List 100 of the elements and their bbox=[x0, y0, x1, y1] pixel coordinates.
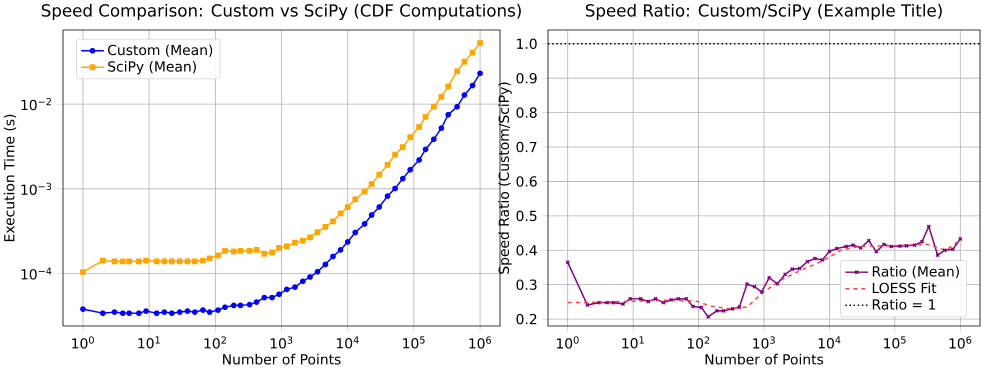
point bbox=[407, 166, 414, 173]
point bbox=[744, 282, 750, 286]
point bbox=[176, 258, 183, 264]
x-tick-label: 10$^{5}$ bbox=[884, 336, 906, 349]
point bbox=[470, 50, 476, 56]
x-tick-label: 10$^{6}$ bbox=[950, 336, 972, 349]
point bbox=[215, 307, 221, 313]
point bbox=[184, 258, 190, 264]
point bbox=[376, 204, 382, 210]
point bbox=[438, 94, 444, 100]
point bbox=[314, 268, 320, 275]
point bbox=[222, 304, 228, 310]
chart-title: Speed Comparison: Custom vs SciPy (CDF Computations) bbox=[42, 4, 521, 20]
point bbox=[330, 254, 336, 260]
point bbox=[168, 258, 175, 264]
point bbox=[206, 309, 212, 315]
x-tick-label: 10$^{1}$ bbox=[622, 336, 644, 349]
point bbox=[384, 162, 390, 168]
point bbox=[154, 310, 160, 316]
y-tick-label: 0.7 bbox=[516, 142, 536, 152]
point bbox=[322, 224, 328, 230]
point bbox=[200, 258, 206, 264]
point bbox=[276, 291, 282, 298]
point bbox=[254, 247, 260, 253]
point bbox=[430, 136, 437, 142]
point bbox=[470, 82, 476, 88]
y-tick-label: 10$^{−2}$ bbox=[22, 98, 51, 110]
point bbox=[238, 302, 244, 308]
point bbox=[254, 299, 260, 305]
point bbox=[176, 309, 183, 315]
point bbox=[238, 248, 244, 254]
point bbox=[330, 218, 336, 224]
x-tick-label: 10$^{3}$ bbox=[270, 336, 292, 349]
y-axis-title: Speed Ratio (Custom/SciPy) bbox=[498, 82, 512, 274]
point bbox=[338, 247, 344, 253]
point bbox=[230, 248, 237, 254]
point bbox=[400, 176, 406, 182]
point bbox=[454, 104, 460, 110]
point bbox=[935, 252, 940, 258]
point bbox=[206, 255, 212, 262]
point bbox=[292, 284, 298, 290]
point bbox=[805, 259, 810, 264]
point bbox=[368, 212, 375, 218]
legend-label: SciPy (Mean) bbox=[108, 61, 196, 74]
point bbox=[454, 68, 460, 74]
point bbox=[407, 134, 414, 140]
point bbox=[192, 258, 198, 264]
point bbox=[445, 112, 452, 118]
point bbox=[422, 114, 428, 120]
point bbox=[462, 92, 468, 98]
legend-label: LOESS Fit bbox=[872, 282, 936, 294]
point bbox=[438, 125, 444, 132]
point bbox=[462, 58, 468, 65]
point bbox=[362, 221, 368, 227]
x-tick-label: 10$^{4}$ bbox=[336, 336, 359, 348]
y-tick-label: 10$^{−4}$ bbox=[22, 267, 52, 280]
point bbox=[766, 276, 772, 280]
y-tick-label: 0.2 bbox=[516, 314, 536, 324]
point bbox=[416, 124, 422, 130]
y-tick-label: 0.5 bbox=[516, 210, 536, 222]
y-tick-label: 0.9 bbox=[516, 72, 537, 84]
x-axis-title: Number of Points bbox=[706, 354, 824, 365]
point bbox=[850, 242, 856, 248]
point bbox=[184, 308, 190, 314]
point bbox=[445, 83, 452, 90]
point bbox=[384, 193, 390, 199]
point bbox=[284, 243, 290, 250]
point bbox=[200, 307, 206, 313]
point bbox=[392, 186, 398, 192]
point bbox=[269, 250, 275, 256]
x-tick-label: 10$^{4}$ bbox=[818, 336, 840, 349]
y-tick-label: 0.3 bbox=[516, 279, 537, 290]
point bbox=[368, 181, 375, 187]
y-tick-label: 10$^{−3}$ bbox=[22, 182, 52, 195]
point bbox=[284, 286, 290, 292]
point bbox=[477, 70, 483, 76]
x-tick-label: 10$^{3}$ bbox=[753, 336, 775, 349]
point bbox=[276, 244, 282, 251]
legend-label: Ratio (Mean) bbox=[872, 266, 959, 278]
point bbox=[352, 230, 358, 236]
point bbox=[246, 302, 252, 308]
chart-title: Speed Ratio: Custom/SciPy (Example Title) bbox=[586, 4, 942, 20]
point bbox=[416, 157, 422, 163]
x-tick-label: 10$^{0}$ bbox=[556, 336, 579, 349]
y-tick-label: 1.0 bbox=[517, 38, 537, 50]
point bbox=[376, 172, 382, 178]
point bbox=[352, 196, 358, 202]
y-axis-title: Execution Time (s) bbox=[4, 114, 16, 242]
legend-label: Ratio = 1 bbox=[872, 298, 936, 310]
point bbox=[430, 104, 437, 110]
x-tick-label: 10$^{6}$ bbox=[469, 336, 492, 349]
y-tick-label: 0.4 bbox=[516, 245, 537, 256]
point bbox=[362, 188, 368, 194]
point bbox=[154, 258, 160, 264]
point bbox=[422, 146, 428, 152]
point bbox=[307, 274, 313, 280]
point bbox=[338, 210, 344, 216]
point bbox=[344, 239, 351, 245]
x-tick-label: 10$^{5}$ bbox=[403, 336, 425, 348]
point bbox=[322, 262, 328, 268]
